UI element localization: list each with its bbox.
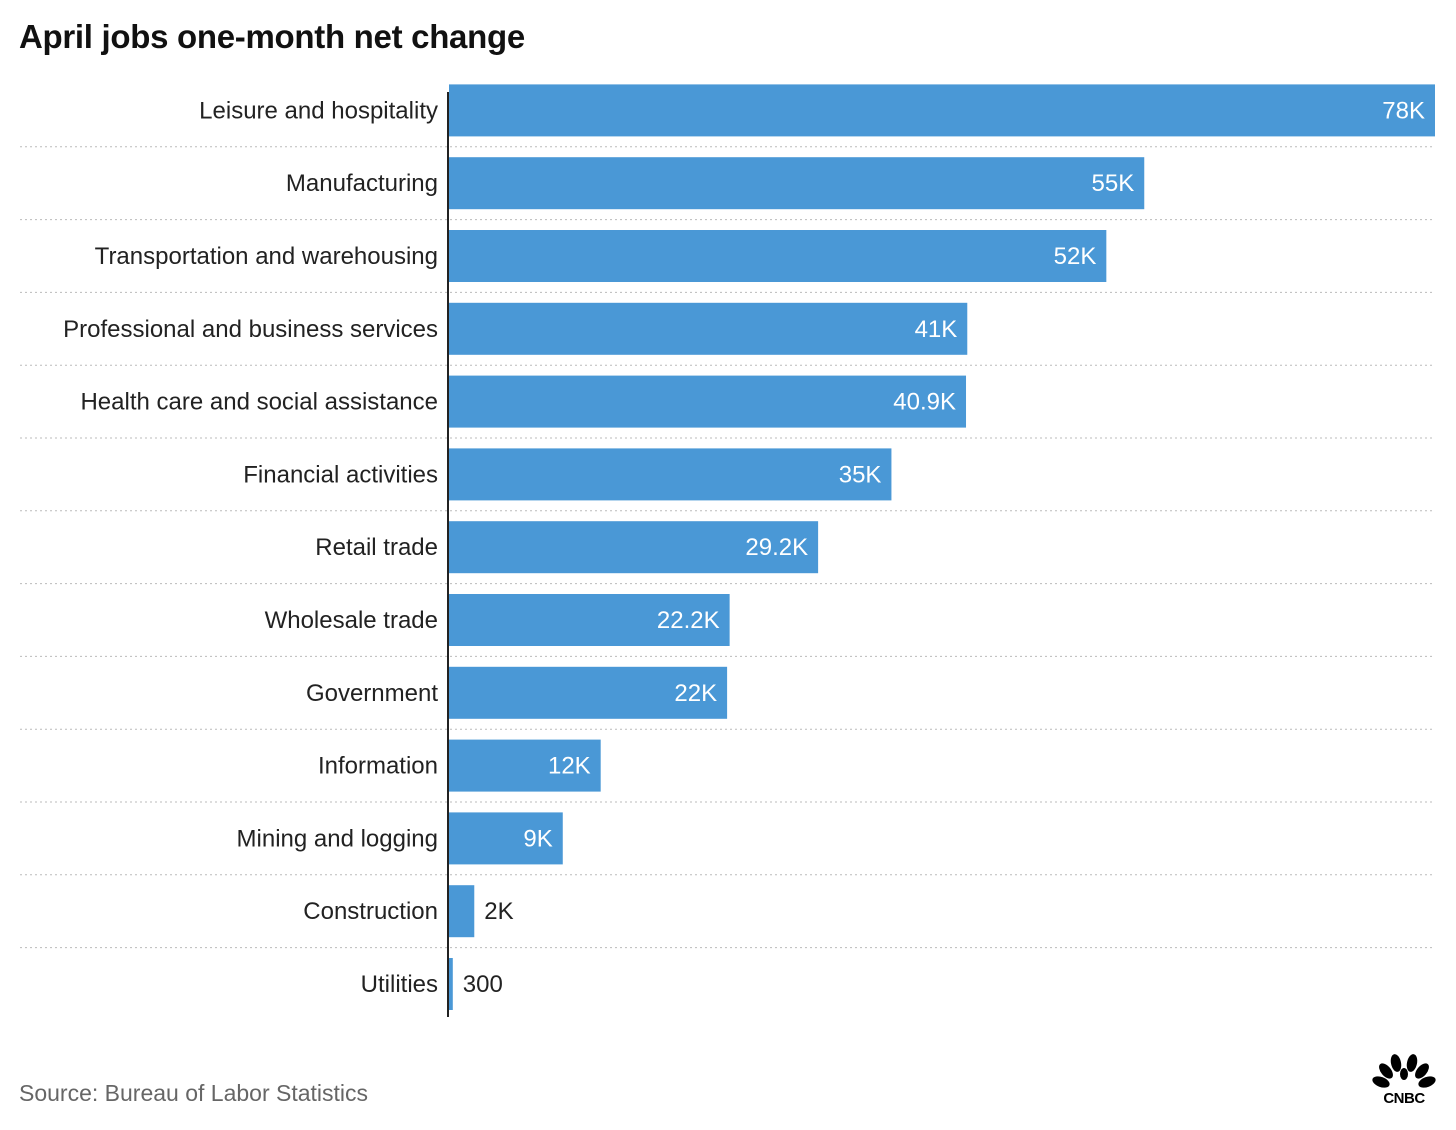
- bar: [449, 666, 728, 719]
- bar: [449, 812, 563, 865]
- data-label: 40.9K: [893, 389, 956, 416]
- data-label: 300: [463, 971, 503, 998]
- category-label: Wholesale trade: [265, 607, 438, 634]
- category-label: Utilities: [361, 971, 438, 998]
- data-label: 41K: [915, 316, 958, 343]
- data-label: 55K: [1092, 170, 1135, 197]
- category-label: Retail trade: [315, 534, 438, 561]
- category-label: Professional and business services: [63, 316, 438, 343]
- bar: [449, 958, 453, 1010]
- chart-title: April jobs one-month net change: [19, 18, 525, 55]
- category-label: Financial activities: [243, 461, 438, 488]
- data-label: 9K: [523, 825, 552, 852]
- bar: [449, 230, 1107, 282]
- category-label: Health care and social assistance: [80, 389, 438, 416]
- category-label: Manufacturing: [286, 170, 438, 197]
- category-label: Transportation and warehousing: [95, 243, 438, 270]
- category-label: Leisure and hospitality: [199, 97, 438, 124]
- bar: [449, 302, 968, 355]
- bar: [449, 448, 892, 501]
- category-label: Government: [306, 680, 438, 707]
- data-label: 22.2K: [657, 607, 720, 634]
- data-label: 78K: [1382, 97, 1425, 124]
- data-label: 2K: [484, 898, 513, 925]
- logo-wordmark: CNBC: [1383, 1090, 1425, 1107]
- bar: [449, 885, 475, 938]
- bars-group: [449, 84, 1435, 1010]
- source-note: Source: Bureau of Labor Statistics: [19, 1080, 369, 1106]
- category-label: Construction: [303, 898, 438, 925]
- data-label: 29.2K: [745, 534, 808, 561]
- bar-chart: Leisure and hospitality Manufacturing Tran…: [20, 84, 1435, 1017]
- bar: [449, 84, 1435, 137]
- data-label: 22K: [674, 680, 717, 707]
- value-labels: 78K 55K 52K 41K 40.9K 35K 29.2K 22.2K 22K 12K 9K 2K…: [463, 97, 1425, 998]
- category-label: Mining and logging: [237, 825, 438, 852]
- peacock-icon: [1372, 1054, 1436, 1088]
- bar: [449, 594, 730, 646]
- bar: [449, 739, 601, 792]
- bar: [449, 375, 967, 428]
- data-label: 52K: [1054, 243, 1097, 270]
- row-separators: [20, 146, 1435, 949]
- category-labels: Leisure and hospitality Manufacturing Tran…: [63, 97, 438, 998]
- bar: [449, 521, 819, 574]
- cnbc-logo: CNBC: [1369, 1052, 1439, 1108]
- bar: [449, 157, 1145, 210]
- category-label: Information: [318, 753, 438, 780]
- data-label: 35K: [839, 461, 882, 488]
- data-label: 12K: [548, 753, 591, 780]
